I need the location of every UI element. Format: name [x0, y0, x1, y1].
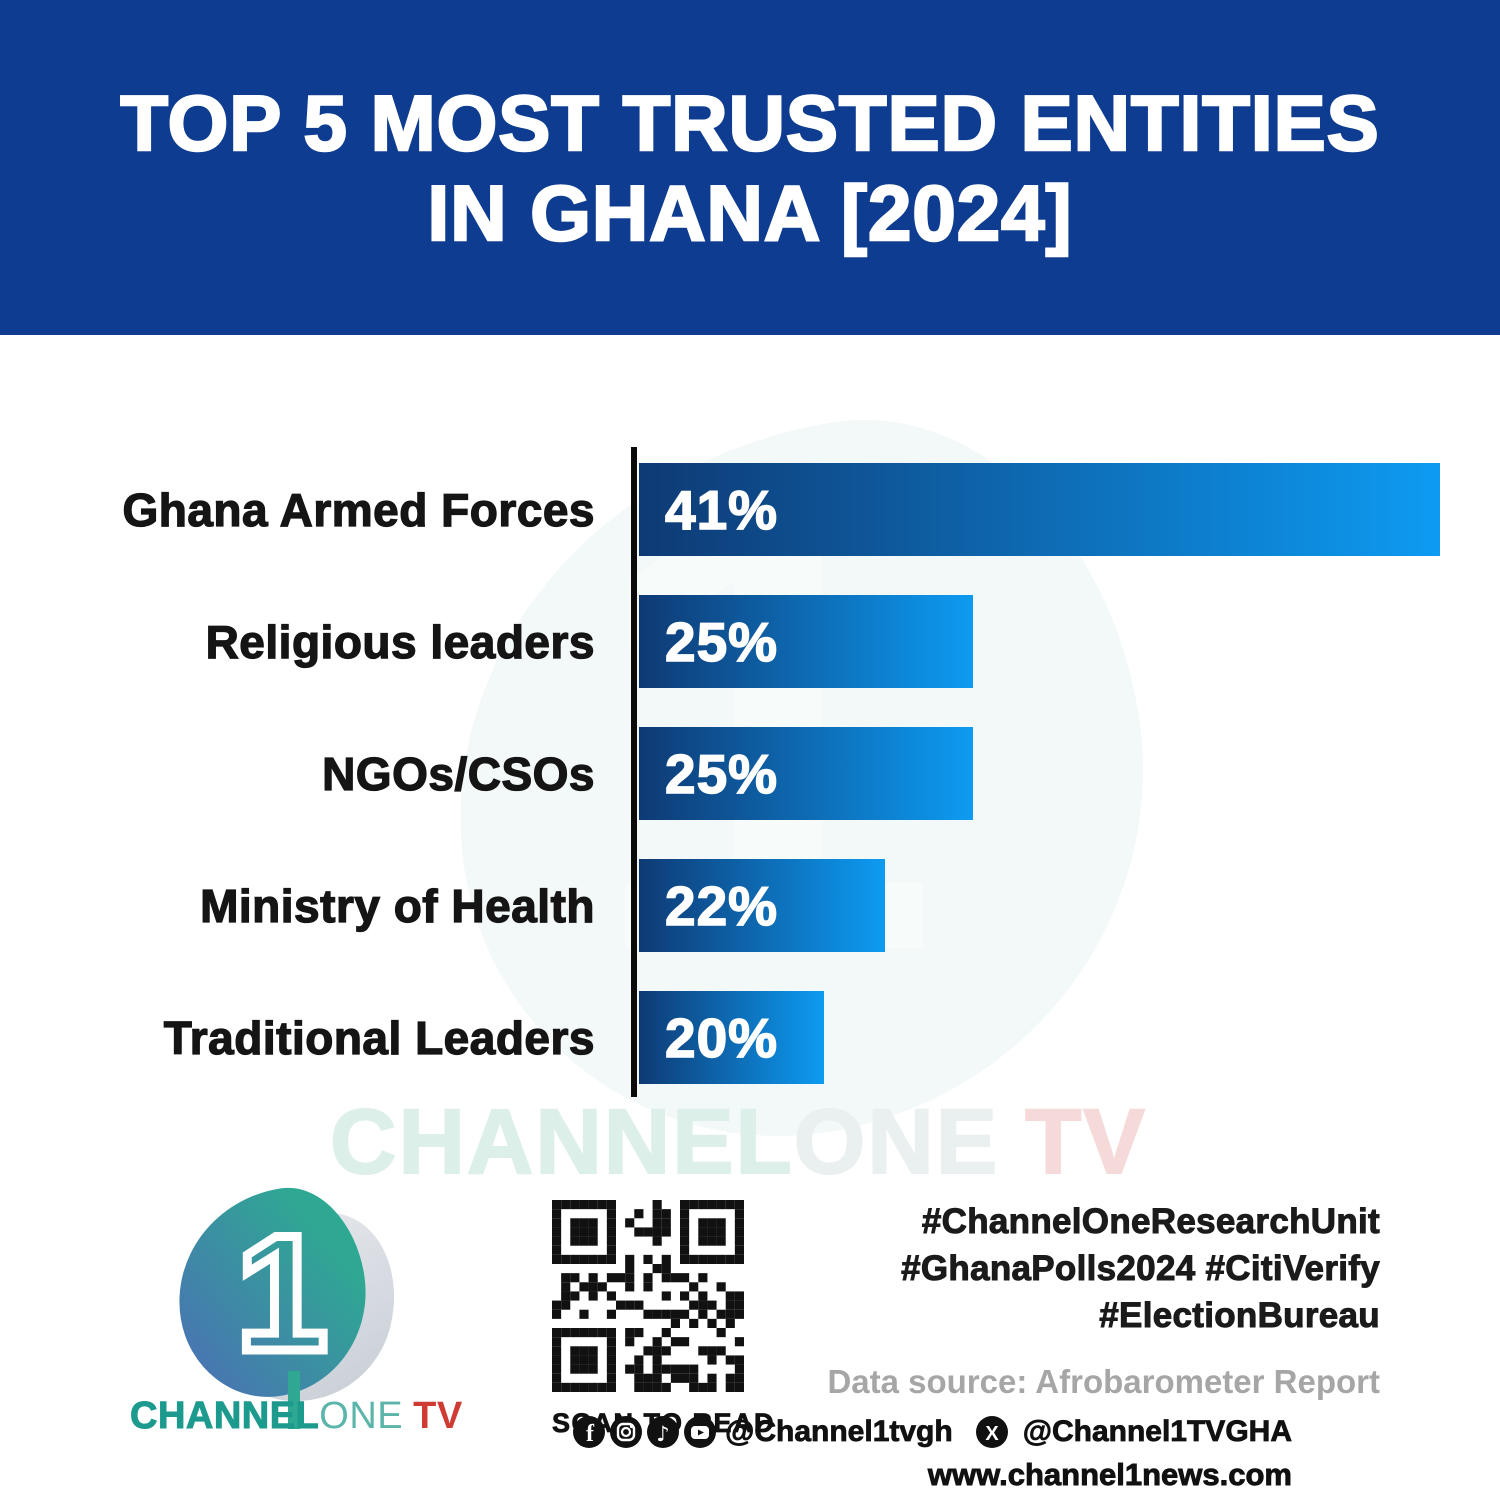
title-line-1: TOP 5 MOST TRUSTED ENTITIES	[119, 77, 1380, 168]
chart-row: Religious leaders 25%	[0, 595, 1500, 688]
bar: 20%	[639, 991, 824, 1084]
svg-text:f: f	[586, 1421, 595, 1447]
bar-value-label: 20%	[664, 1006, 779, 1070]
bar-value-label: 25%	[664, 610, 779, 674]
hashtag-line: #ElectionBureau	[1099, 1296, 1380, 1336]
bar: 22%	[639, 859, 885, 952]
youtube-icon	[684, 1416, 717, 1448]
wordmark-channel: CHANNEL	[129, 1395, 320, 1438]
social-handle-1: @Channel1tvgh	[725, 1415, 953, 1449]
channel-one-logo: 1 CHANNELONE TV	[129, 1177, 462, 1440]
bar-value-label: 41%	[664, 478, 779, 542]
chart-axis-line	[631, 447, 637, 1097]
hashtag-line: #ChannelOneResearchUnit	[921, 1202, 1380, 1242]
category-label: Traditional Leaders	[163, 1011, 595, 1064]
watermark-one: ONE	[793, 1090, 1000, 1194]
chart-rows: Ghana Armed Forces 41% Religious leaders 25…	[0, 463, 1500, 1123]
category-label: Ghana Armed Forces	[122, 483, 595, 536]
bar: 25%	[639, 727, 973, 820]
watermark-wordmark: CHANNELONE TV	[329, 1090, 1147, 1195]
wordmark-tv: TV	[413, 1395, 463, 1437]
website-url: www.channel1news.com	[927, 1457, 1292, 1493]
logo-wordmark: CHANNELONE TV	[129, 1395, 462, 1438]
bar: 41%	[639, 463, 1440, 556]
chart-row: Ministry of Health 22%	[0, 859, 1500, 952]
x-icon-wrap: X	[975, 1415, 1009, 1449]
social-icons: f ♪	[572, 1415, 717, 1449]
hashtag-line: #GhanaPolls2024 #CitiVerify	[901, 1249, 1381, 1289]
svg-text:X: X	[985, 1423, 999, 1445]
data-source-text: Data source: Afrobarometer Report	[827, 1363, 1380, 1400]
category-label: Religious leaders	[205, 615, 595, 668]
logo-one-stem	[288, 1371, 300, 1429]
social-handle-2: @Channel1TVGHA	[1022, 1415, 1292, 1449]
svg-text:♪: ♪	[656, 1422, 669, 1446]
qr-code	[552, 1200, 744, 1392]
category-label: Ministry of Health	[199, 879, 595, 932]
qr-block: SCAN TO READ	[552, 1200, 774, 1439]
instagram-icon	[610, 1416, 643, 1448]
bar-value-label: 22%	[664, 874, 779, 938]
bar-value-label: 25%	[664, 742, 779, 806]
logo-one-glyph: 1	[232, 1201, 333, 1385]
tiktok-icon: ♪	[647, 1416, 680, 1448]
watermark-channel: CHANNEL	[329, 1090, 794, 1194]
facebook-icon: f	[573, 1416, 606, 1448]
bar: 25%	[639, 595, 973, 688]
footer-right-column: #ChannelOneResearchUnit #GhanaPolls2024 …	[573, 1198, 1381, 1493]
category-label: NGOs/CSOs	[321, 747, 595, 800]
watermark-tv: TV	[1024, 1090, 1147, 1194]
page-title: TOP 5 MOST TRUSTED ENTITIES IN GHANA [202…	[119, 77, 1380, 258]
hashtags: #ChannelOneResearchUnit #GhanaPolls2024 …	[800, 1198, 1381, 1339]
title-line-2: IN GHANA [2024]	[426, 167, 1073, 258]
header-band: TOP 5 MOST TRUSTED ENTITIES IN GHANA [202…	[0, 0, 1500, 335]
chart-row: Ghana Armed Forces 41%	[0, 463, 1500, 556]
chart-row: Traditional Leaders 20%	[0, 991, 1500, 1084]
social-row: f ♪ @Channel1tvgh X @Channel1TVGHA	[573, 1415, 1380, 1449]
chart-row: NGOs/CSOs 25%	[0, 727, 1500, 820]
wordmark-one: ONE	[319, 1395, 404, 1437]
x-twitter-icon: X	[975, 1416, 1008, 1448]
